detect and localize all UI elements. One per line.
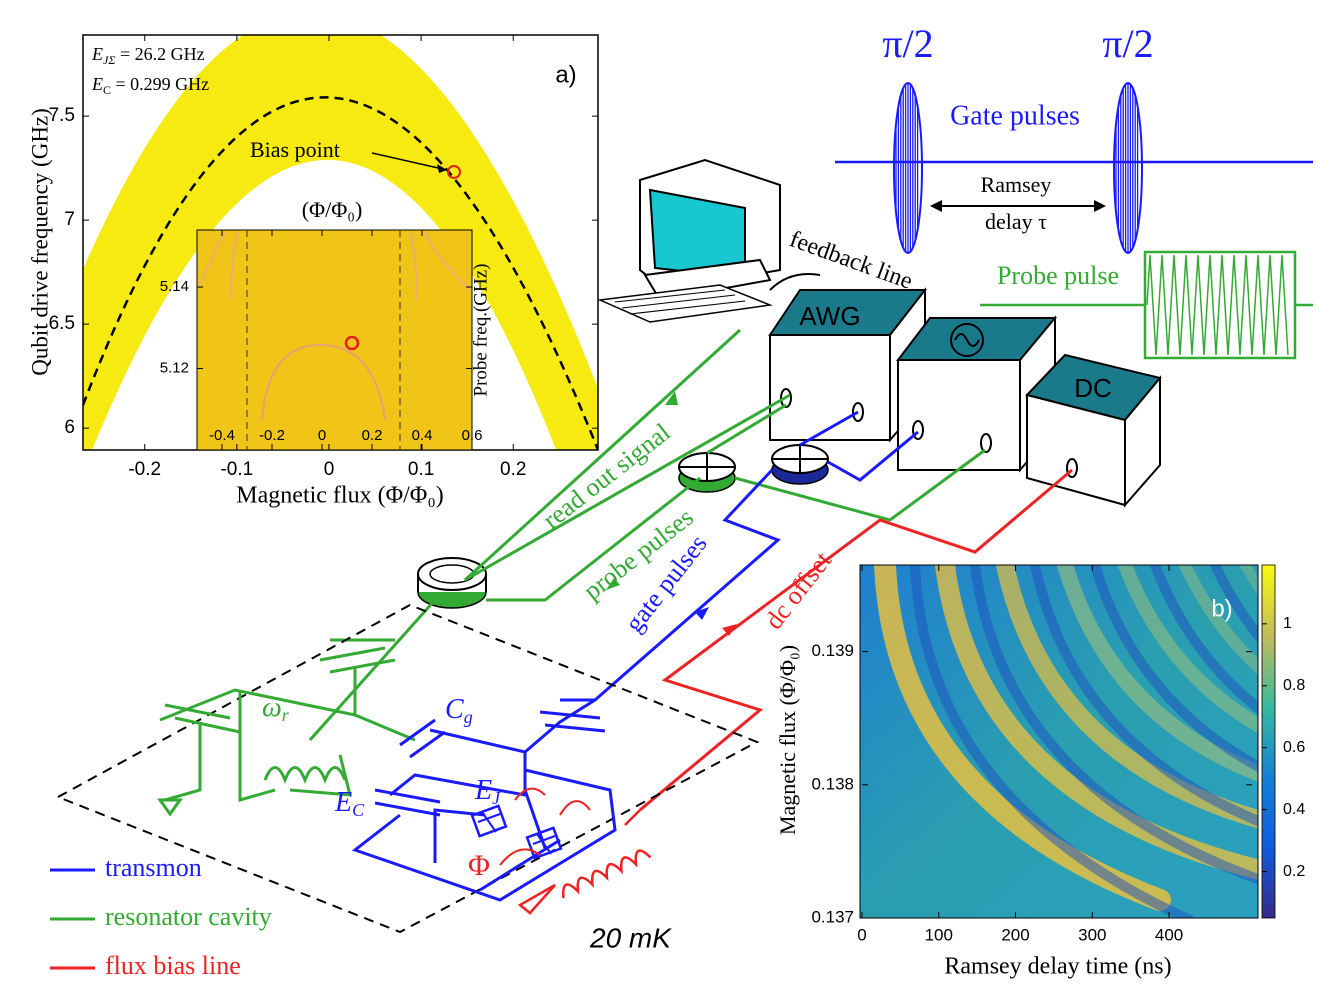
colorbar-tick-label: 0.2 [1283, 863, 1305, 880]
resonator-circuit [165, 690, 415, 800]
annotation-sub: JΣ [103, 53, 115, 67]
x-tick-label: 0.6 [462, 427, 483, 444]
symbol: E [334, 787, 352, 818]
resonator-line [310, 600, 435, 740]
inset-title: (Φ/Φ₀) [302, 197, 363, 222]
x-axis-label: Ramsey delay time (ns) [944, 954, 1171, 980]
panel-label: a) [555, 61, 576, 88]
legend-label: transmon [105, 853, 202, 882]
y-tick-label: 0.139 [811, 641, 854, 660]
annotation-sub: C [103, 83, 111, 97]
annotation-rest: = 0.299 GHz [111, 74, 209, 94]
x-tick-label: 200 [1001, 925, 1029, 944]
inset-frame [197, 230, 472, 450]
x-tick-label: 0 [318, 427, 326, 444]
x-tick-label: -0.4 [209, 427, 235, 444]
instrument-label: AWG [799, 301, 860, 331]
omega-label: ωr [262, 692, 290, 725]
y-axis-label: Magnetic flux (Φ/Φ₀) [775, 645, 800, 835]
y-tick-label: 6 [64, 417, 75, 438]
subscript: C [352, 800, 365, 820]
x-tick-label: 100 [925, 925, 953, 944]
dc-offset-label: dc offset [759, 546, 838, 635]
y-tick-label: 5.14 [160, 278, 189, 295]
delay-label: delay τ [985, 209, 1047, 234]
symbol: C [445, 694, 464, 725]
x-tick-label: 300 [1078, 925, 1106, 944]
heatmap-fringe [1275, 565, 1318, 752]
y-tick-label: 5.12 [160, 359, 189, 376]
legend-label: resonator cavity [105, 902, 272, 931]
gate-pulses-label: Gate pulses [950, 100, 1080, 131]
resonator-inductor [265, 768, 345, 781]
y-tick-label: 7 [64, 209, 75, 230]
x-tick-label: 0 [857, 925, 866, 944]
gate-pulse [894, 83, 922, 253]
panel-label: b) [1211, 595, 1232, 622]
y-tick-label: 0.137 [811, 907, 854, 926]
ec-label: EC [334, 787, 365, 820]
y-tick-label: 0.138 [811, 774, 854, 793]
inset-y-label: Probe freq.(GHz) [470, 264, 491, 397]
pi-half-label: π/2 [1102, 21, 1153, 66]
resonator-circuit [320, 648, 395, 672]
legend: transmon resonator cavity flux bias line [50, 853, 272, 980]
x-tick-label: 0.2 [362, 427, 383, 444]
colorbar-tick-label: 1 [1283, 615, 1292, 632]
subscript: r [282, 705, 290, 725]
subscript: g [464, 707, 473, 727]
feedback-label: feedback line [786, 226, 916, 294]
annotation: EC = 0.299 GHz [91, 74, 209, 97]
symbol: E [474, 775, 492, 806]
flux-symbol: Φ [468, 849, 490, 882]
annotation-rest: = 26.2 GHz [115, 44, 204, 64]
subscript: J [492, 788, 501, 808]
bias-point-label: Bias point [250, 137, 340, 162]
panel-b: b) Ramsey delay time (ns) Magnetic flux … [775, 565, 1318, 980]
x-tick-label: 0 [324, 459, 335, 480]
annotation: EJΣ = 26.2 GHz [91, 44, 205, 67]
cable [770, 274, 820, 290]
x-axis-label: Magnetic flux (Φ/Φ₀) [236, 483, 443, 509]
awg-front [770, 335, 890, 440]
generator-front [898, 360, 1020, 470]
gate-pulse [1114, 83, 1142, 253]
y-axis-label: Qubit drive frequency (GHz) [27, 108, 52, 376]
figure: Bias point a) EJΣ = 26.2 GHz EC = 0.299 … [0, 0, 1318, 992]
y-tick-label: 7.5 [49, 105, 75, 126]
delay-label: Ramsey [981, 172, 1052, 197]
instrument-label: DC [1074, 373, 1112, 403]
resonator-circuit [160, 800, 180, 814]
x-tick-label: 0.2 [500, 459, 526, 480]
x-tick-label: -0.2 [128, 459, 161, 480]
y-tick-label: 6.5 [49, 313, 75, 334]
colorbar-tick-label: 0.4 [1283, 801, 1305, 818]
transmon-circuit [400, 720, 445, 757]
ej-label: EJ [474, 775, 501, 808]
cryostat-boundary [58, 605, 757, 932]
colorbar [1262, 565, 1275, 918]
x-tick-label: -0.1 [220, 459, 253, 480]
legend-label: flux bias line [105, 951, 241, 980]
x-tick-label: 0.4 [412, 427, 433, 444]
transmon-circuit [375, 752, 525, 815]
x-tick-label: -0.2 [259, 427, 285, 444]
temperature-label: 20 mK [589, 922, 672, 953]
x-tick-label: 0.1 [408, 459, 434, 480]
colorbar-tick-label: 0.8 [1283, 677, 1305, 694]
annotation-base: E [91, 74, 103, 94]
heatmap [860, 565, 1318, 920]
probe-oscillation [1147, 255, 1288, 355]
keyboard [600, 285, 770, 322]
cg-label: Cg [445, 694, 473, 727]
x-tick-label: 400 [1155, 925, 1183, 944]
pi-half-label: π/2 [882, 21, 933, 66]
annotation-base: E [91, 44, 103, 64]
probe-pulse-label: Probe pulse [997, 261, 1119, 290]
colorbar-tick-label: 0.6 [1283, 739, 1305, 756]
symbol: ω [262, 692, 282, 723]
